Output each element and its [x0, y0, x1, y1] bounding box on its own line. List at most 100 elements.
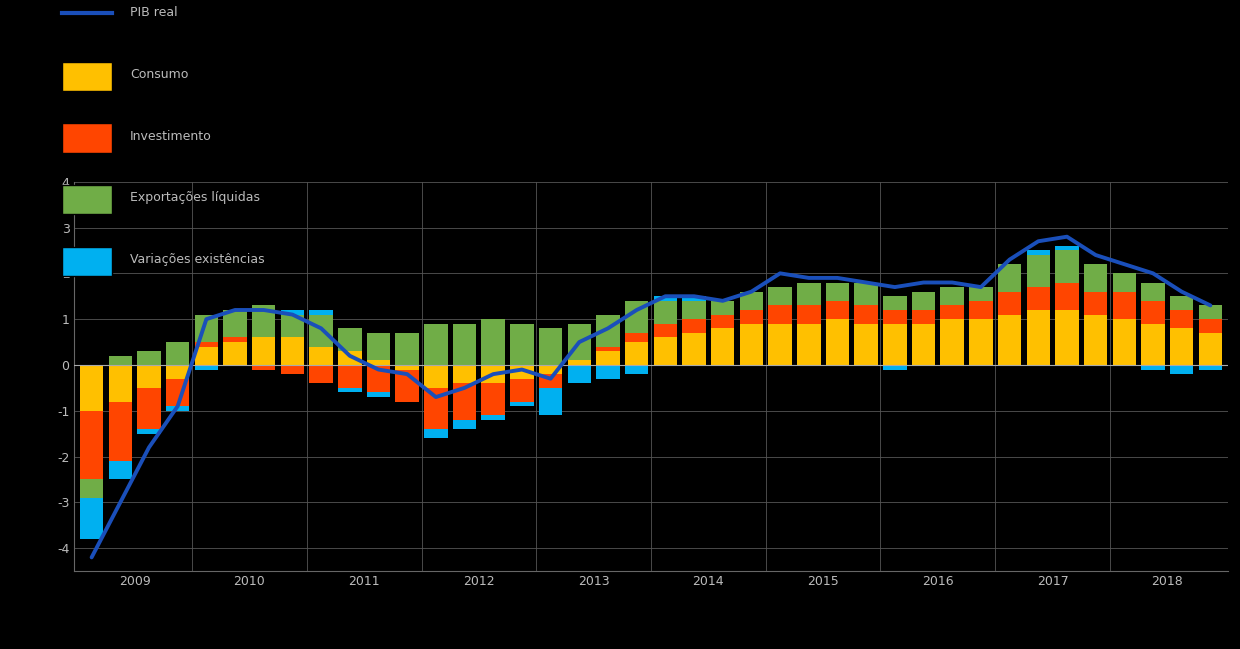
Bar — [1141, 282, 1164, 301]
Bar — [109, 356, 131, 365]
Bar — [711, 301, 734, 315]
Bar — [682, 296, 706, 301]
Bar — [769, 287, 792, 306]
Bar — [309, 365, 332, 384]
Bar — [797, 306, 821, 324]
Bar — [481, 415, 505, 420]
Text: Variações existências: Variações existências — [130, 253, 265, 266]
Bar — [367, 365, 391, 393]
Bar — [166, 379, 190, 406]
Bar — [826, 301, 849, 319]
Bar — [138, 351, 161, 365]
Bar — [481, 365, 505, 384]
Bar — [1199, 306, 1223, 319]
Bar — [596, 347, 620, 351]
Bar — [510, 365, 533, 379]
Bar — [883, 365, 906, 369]
Bar — [998, 291, 1022, 315]
Bar — [940, 287, 963, 306]
Bar — [1027, 310, 1050, 365]
Bar — [79, 480, 103, 498]
Bar — [138, 429, 161, 434]
Bar — [1055, 282, 1079, 310]
Bar — [367, 333, 391, 360]
Text: Exportações líquidas: Exportações líquidas — [130, 191, 260, 204]
Bar — [596, 365, 620, 379]
Bar — [739, 324, 763, 365]
Bar — [539, 328, 563, 365]
Bar — [453, 365, 476, 384]
Bar — [1171, 328, 1193, 365]
Bar — [883, 324, 906, 365]
Bar — [625, 333, 649, 342]
Bar — [970, 319, 993, 365]
Bar — [109, 461, 131, 480]
Bar — [339, 388, 362, 393]
Bar — [223, 310, 247, 337]
Bar — [1055, 310, 1079, 365]
Bar — [826, 319, 849, 365]
Bar — [280, 315, 304, 337]
Bar — [568, 365, 591, 384]
Bar — [653, 301, 677, 324]
Bar — [883, 296, 906, 310]
Bar — [1171, 365, 1193, 374]
Bar — [223, 337, 247, 342]
Bar — [309, 347, 332, 365]
Bar — [1112, 273, 1136, 291]
Bar — [970, 287, 993, 301]
Bar — [1027, 287, 1050, 310]
Bar — [252, 365, 275, 369]
Bar — [453, 420, 476, 429]
Bar — [682, 301, 706, 319]
Bar — [1141, 324, 1164, 365]
Bar — [280, 365, 304, 374]
Bar — [367, 360, 391, 365]
Bar — [539, 365, 563, 374]
Bar — [339, 328, 362, 351]
Bar — [625, 365, 649, 374]
Bar — [453, 324, 476, 365]
Bar — [481, 319, 505, 365]
Bar — [339, 365, 362, 388]
Bar — [367, 393, 391, 397]
Bar — [653, 296, 677, 301]
Bar — [797, 324, 821, 365]
Bar — [166, 342, 190, 365]
Bar — [1171, 296, 1193, 310]
Bar — [653, 337, 677, 365]
Bar — [396, 365, 419, 369]
Bar — [396, 369, 419, 402]
Bar — [252, 306, 275, 337]
Bar — [195, 365, 218, 369]
Bar — [138, 365, 161, 388]
Bar — [568, 324, 591, 360]
Bar — [109, 402, 131, 461]
Bar — [138, 388, 161, 429]
Bar — [797, 282, 821, 306]
Bar — [1199, 319, 1223, 333]
Bar — [1112, 291, 1136, 319]
Bar — [940, 319, 963, 365]
Bar — [453, 384, 476, 420]
Bar — [1084, 315, 1107, 365]
Bar — [1171, 310, 1193, 328]
Bar — [883, 310, 906, 324]
Bar — [940, 306, 963, 319]
Bar — [596, 351, 620, 365]
Bar — [653, 324, 677, 337]
Bar — [1199, 333, 1223, 365]
Text: Consumo: Consumo — [130, 68, 188, 81]
Bar — [1084, 264, 1107, 291]
Bar — [510, 402, 533, 406]
Bar — [711, 315, 734, 328]
Bar — [998, 315, 1022, 365]
Bar — [1027, 255, 1050, 287]
Bar — [1199, 365, 1223, 369]
Bar — [252, 337, 275, 365]
Bar — [339, 351, 362, 365]
Bar — [539, 388, 563, 415]
Bar — [79, 411, 103, 480]
Bar — [424, 365, 448, 388]
Bar — [911, 310, 935, 324]
